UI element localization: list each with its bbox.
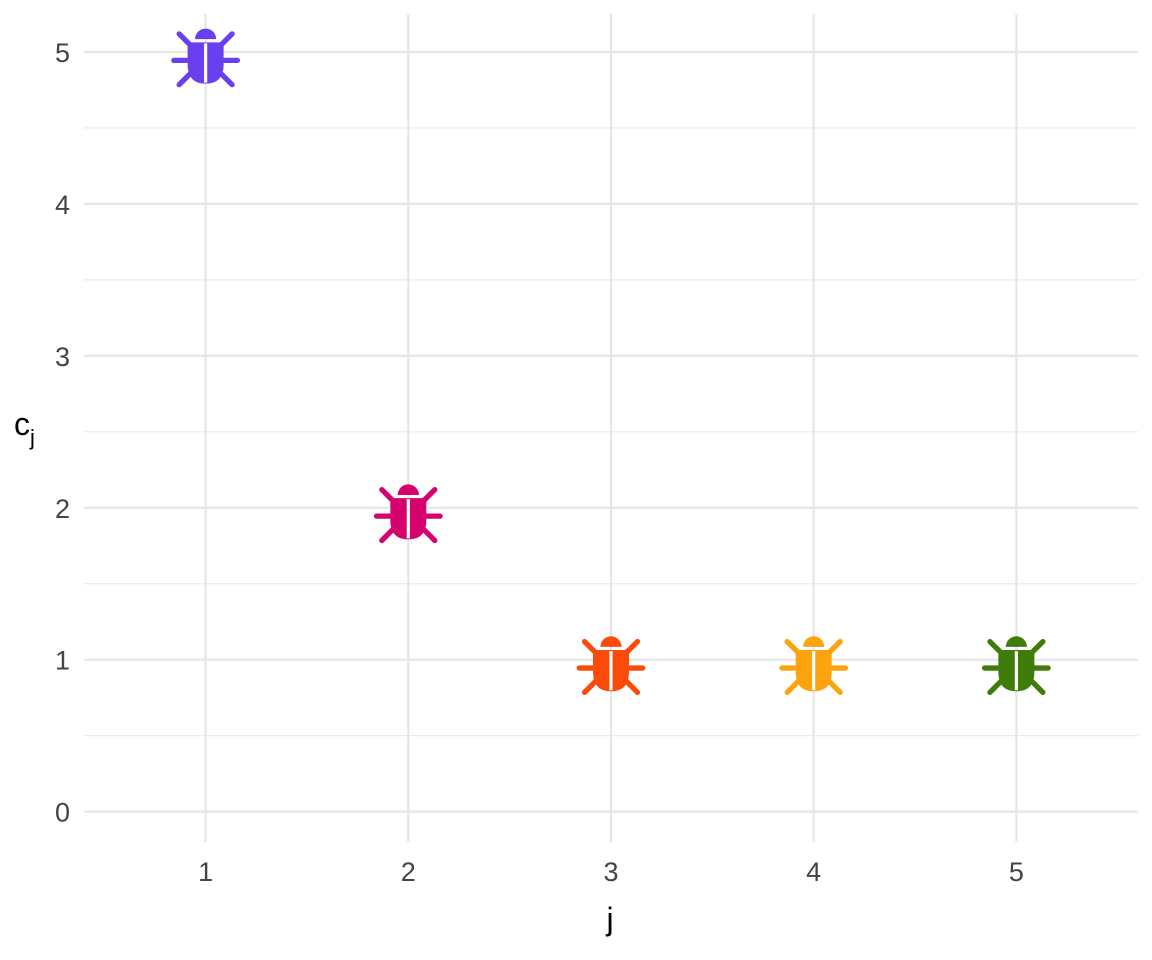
y-axis-title-subscript: j <box>29 425 35 450</box>
y-tick-label: 1 <box>55 646 70 676</box>
bug-icon <box>782 636 846 692</box>
x-axis-ticks: 1 2 3 4 5 <box>198 857 1024 887</box>
x-tick-label: 3 <box>603 857 618 887</box>
x-tick-label: 4 <box>806 857 821 887</box>
x-tick-label: 2 <box>401 857 416 887</box>
x-axis-title: j <box>605 901 613 937</box>
y-tick-label: 2 <box>55 494 70 524</box>
x-tick-label: 1 <box>198 857 213 887</box>
y-axis-title-base: c <box>14 406 30 442</box>
major-gridlines <box>84 14 1138 842</box>
bug-icon <box>174 29 238 85</box>
y-tick-label: 3 <box>55 342 70 372</box>
bug-icon <box>579 636 643 692</box>
y-axis-ticks: 0 1 2 3 4 5 <box>55 38 70 828</box>
bug-icon <box>985 636 1049 692</box>
y-axis-title: cj <box>14 406 35 450</box>
x-tick-label: 5 <box>1009 857 1024 887</box>
y-tick-label: 4 <box>55 190 70 220</box>
y-tick-label: 5 <box>55 38 70 68</box>
bug-icon <box>377 484 441 540</box>
y-tick-label: 0 <box>55 798 70 828</box>
